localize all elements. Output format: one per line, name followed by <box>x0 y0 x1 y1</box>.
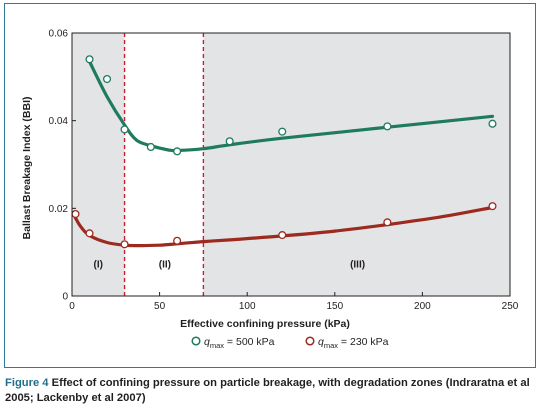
y-tick-label: 0.06 <box>49 29 69 40</box>
figure-frame: 0 50 100 150 200 250 0 0.02 0.04 0.06 (I) (II) (III… <box>4 3 536 368</box>
data-point-series-2 <box>71 209 80 219</box>
data-point-series-2 <box>383 218 392 227</box>
x-tick-label: 50 <box>154 301 166 312</box>
legend: qmax = 500 kPa qmax = 230 kPa <box>191 336 389 350</box>
tick-labels: 0 50 100 150 200 250 0 0.02 0.04 0.06 <box>49 29 519 313</box>
x-tick-label: 200 <box>414 301 431 312</box>
legend-label-series-1: qmax = 500 kPa <box>204 336 275 350</box>
data-points <box>71 55 497 249</box>
y-tick-label: 0.04 <box>49 116 69 127</box>
y-axis-title: Ballast Breakage Index (BBI) <box>21 97 33 240</box>
zone-labels: (I) (II) (III) <box>94 260 366 271</box>
legend-label-series-2: qmax = 230 kPa <box>318 336 389 350</box>
x-tick-label: 150 <box>326 301 343 312</box>
data-point-series-1 <box>278 127 287 136</box>
axes <box>71 32 511 297</box>
data-point-series-1 <box>383 122 392 131</box>
figure-number: Figure 4 <box>5 377 49 389</box>
data-point-series-2 <box>85 229 94 238</box>
x-tick-label: 100 <box>239 301 256 312</box>
data-point-series-1 <box>146 142 155 152</box>
zone-label-3: (III) <box>350 260 365 271</box>
zone-3-background <box>203 33 510 296</box>
data-point-series-1 <box>102 74 112 84</box>
data-point-series-1 <box>85 55 94 64</box>
zone-1-background <box>72 33 125 296</box>
y-tick-label: 0.02 <box>49 204 69 215</box>
caption-text: Effect of confining pressure on particle… <box>5 377 530 404</box>
chart: 0 50 100 150 200 250 0 0.02 0.04 0.06 (I) (II) (III… <box>21 29 519 351</box>
data-point-series-1 <box>225 137 234 146</box>
zone-label-1: (I) <box>94 260 103 271</box>
data-point-series-2 <box>488 202 497 211</box>
data-point-series-1 <box>120 125 129 134</box>
data-point-series-2 <box>173 236 182 245</box>
y-tick-label: 0 <box>62 292 68 303</box>
data-point-series-2 <box>278 231 287 240</box>
x-axis-title: Effective confining pressure (kPa) <box>180 318 350 330</box>
data-point-series-1 <box>173 147 182 156</box>
legend-marker-series-2 <box>305 336 315 346</box>
x-tick-label: 0 <box>69 301 75 312</box>
figure-caption: Figure 4 Effect of confining pressure on… <box>5 376 535 406</box>
legend-marker-series-1 <box>191 336 201 346</box>
x-tick-label: 250 <box>502 301 519 312</box>
zone-label-2: (II) <box>159 260 171 271</box>
data-point-series-1 <box>488 119 497 128</box>
data-point-series-2 <box>120 240 129 249</box>
zone-shading <box>72 33 510 296</box>
plot-border <box>71 32 511 297</box>
